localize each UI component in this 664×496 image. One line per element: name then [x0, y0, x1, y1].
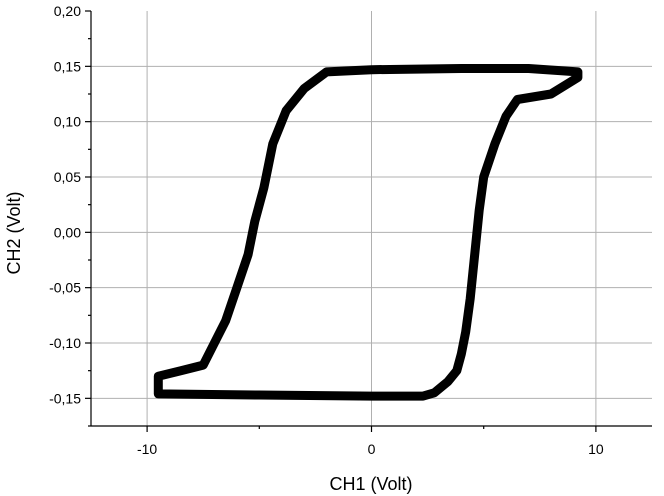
y-tick-label: -0,10 [49, 335, 81, 351]
x-tick-label: -10 [137, 441, 157, 457]
axes-layer: -10 0 10 0,20 0,15 0,10 0,05 0,00 -0,05 -0,10 -0,1… [49, 3, 652, 457]
label-layer: CH1 (Volt) CH2 (Volt) [4, 191, 413, 494]
hysteresis-loop-line [153, 64, 583, 401]
y-tick-label: 0,05 [54, 169, 81, 185]
grid-layer [91, 11, 652, 426]
x-axis-title: CH1 (Volt) [329, 474, 412, 494]
y-tick-label: 0,00 [54, 224, 81, 240]
x-tick-label: 10 [588, 441, 604, 457]
y-tick-label: -0,05 [49, 280, 81, 296]
x-tick-label: 0 [368, 441, 376, 457]
y-tick-label: -0,15 [49, 390, 81, 406]
y-tick-label: 0,20 [54, 3, 81, 19]
data-layer [153, 64, 583, 401]
y-tick-label: 0,15 [54, 58, 81, 74]
y-axis-title: CH2 (Volt) [4, 191, 24, 274]
y-tick-label: 0,10 [54, 114, 81, 130]
